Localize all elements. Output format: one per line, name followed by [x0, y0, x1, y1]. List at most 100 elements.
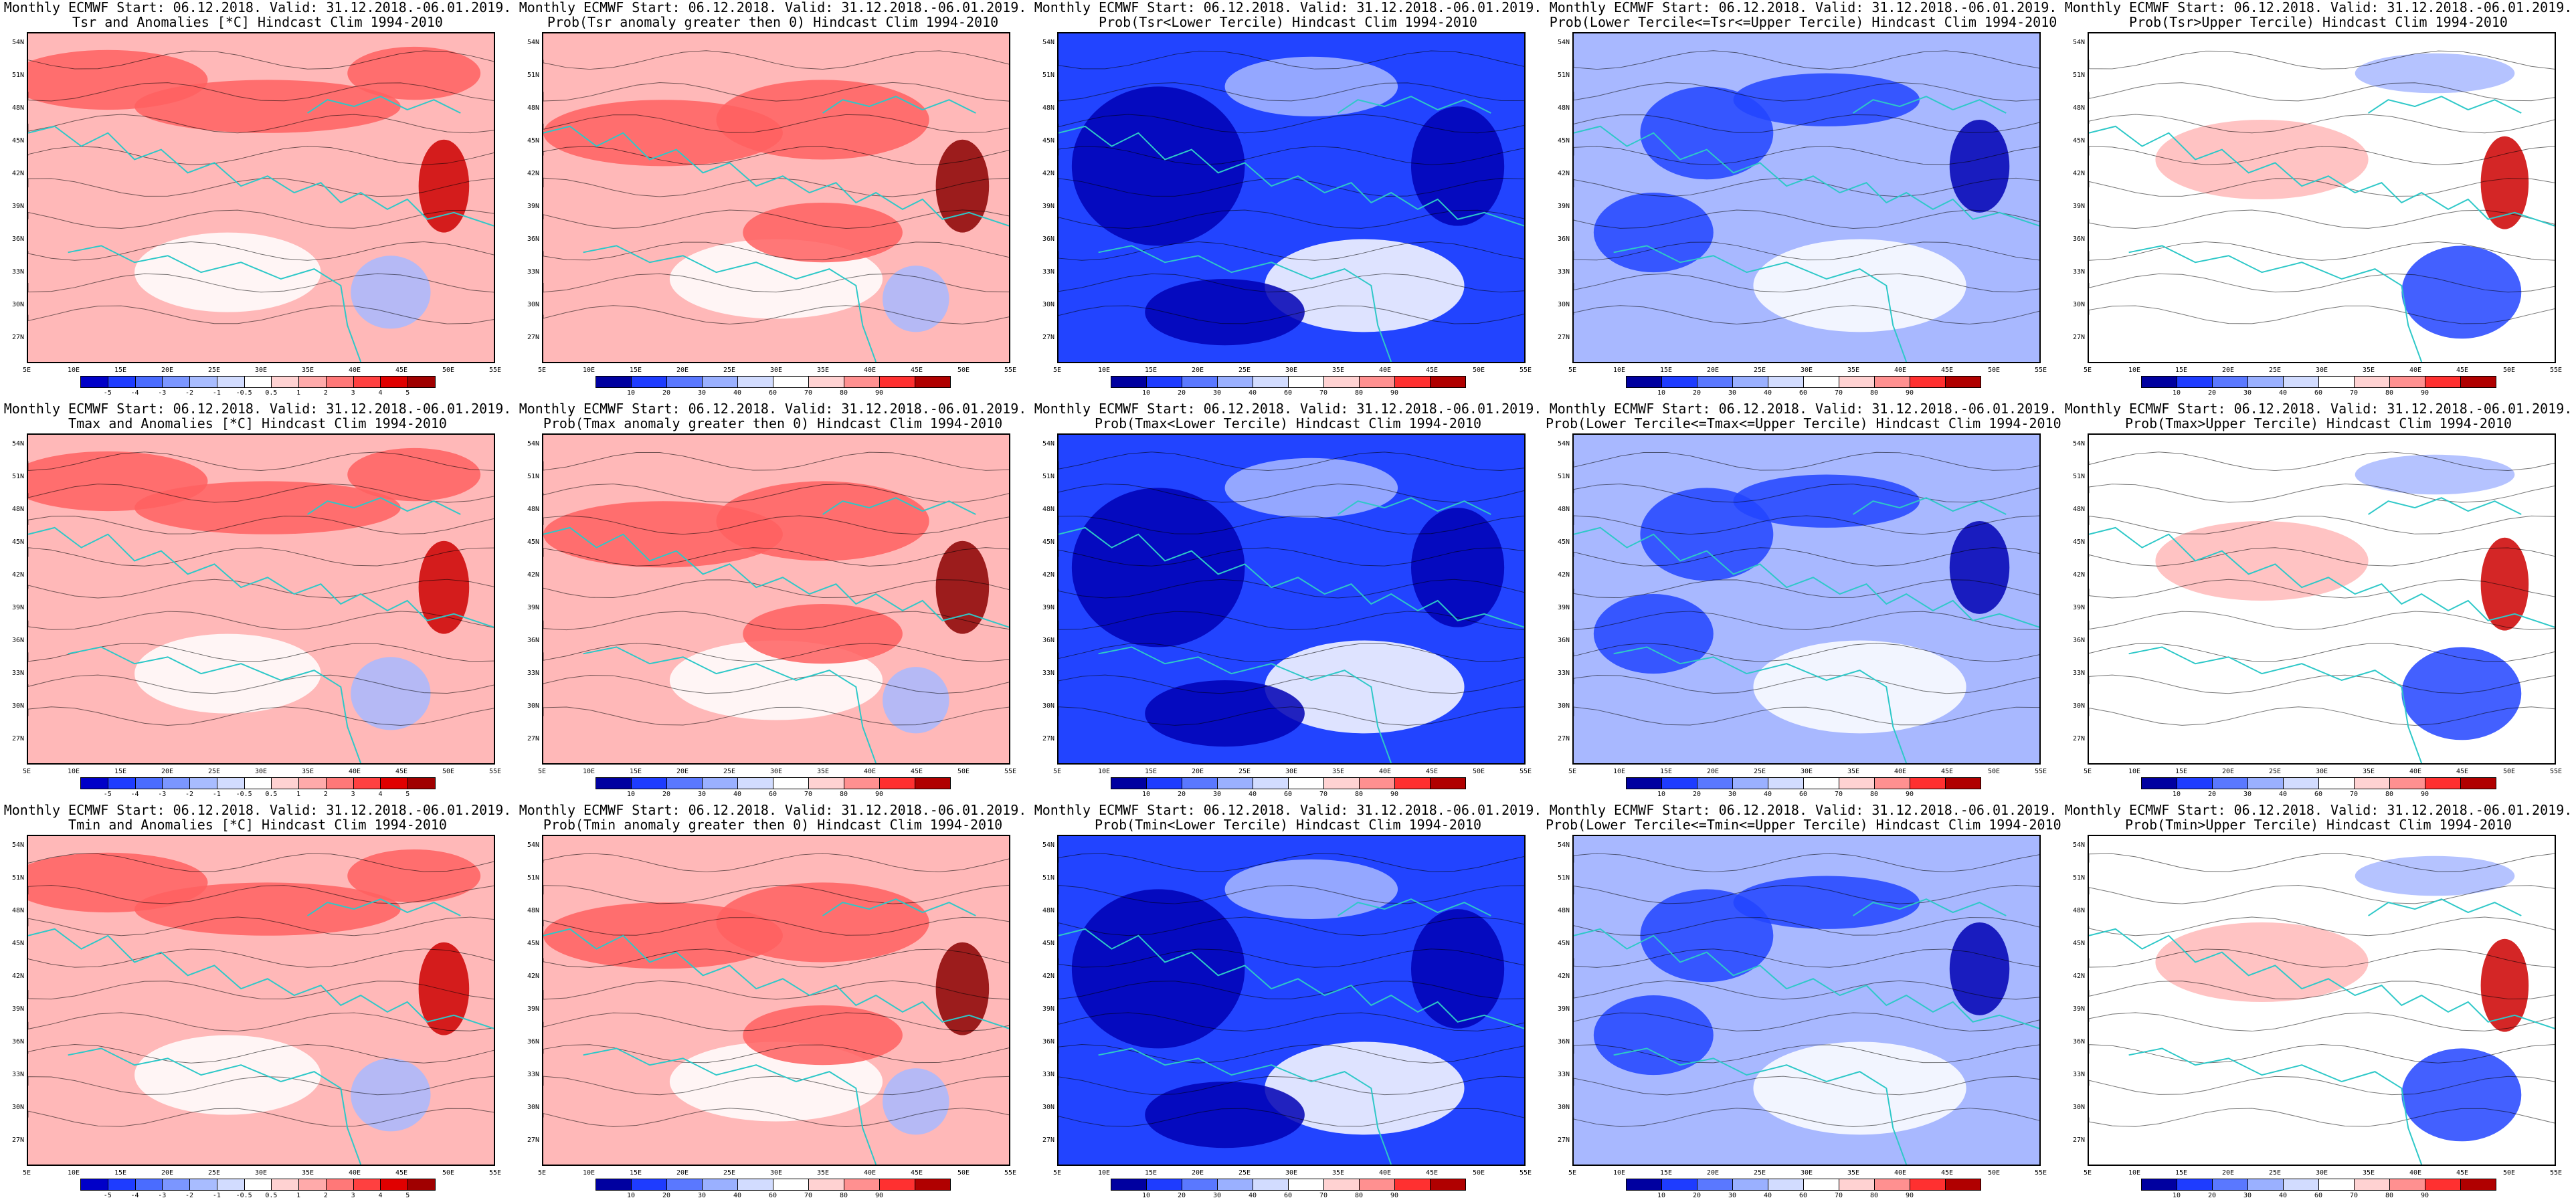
latitude-label: 45N — [1557, 538, 1570, 546]
latitude-label: 30N — [1557, 702, 1570, 710]
colorbar-tick-label: -5 — [103, 791, 112, 798]
colorbar-tick-label: 70 — [1319, 1192, 1328, 1199]
colorbar-tick-label: 20 — [662, 791, 671, 798]
colorbar-tick-label: -2 — [185, 389, 194, 397]
colorbar-tick-label: 80 — [2385, 389, 2394, 397]
latitude-label: 51N — [2072, 473, 2085, 480]
longitude-label: 15E — [629, 768, 642, 775]
longitude-label: 10E — [1613, 367, 1626, 374]
colorbar-tick-label: 4 — [378, 791, 383, 798]
colorbar-tick-label: 90 — [875, 1192, 884, 1199]
longitude-label: 25E — [1753, 367, 1766, 374]
forecast-map — [1057, 835, 1526, 1166]
colorbar-tick-label: 90 — [875, 791, 884, 798]
colorbar-tick-label: 10 — [1657, 791, 1666, 798]
longitude-label: 35E — [2362, 1169, 2375, 1177]
colorbar-swatch — [2141, 777, 2177, 789]
colorbar-tick-label: 1 — [296, 1192, 301, 1199]
colorbar-swatch — [844, 376, 880, 388]
colorbar-tick-label: 40 — [2278, 791, 2288, 798]
longitude-label: 50E — [1472, 768, 1485, 775]
map-field — [28, 435, 494, 763]
colorbar-swatch — [1146, 777, 1182, 789]
colorbar-tick-label: 30 — [1212, 791, 1222, 798]
latitude-label: 51N — [1557, 72, 1570, 79]
latitude-label: 51N — [2072, 874, 2085, 882]
colorbar-swatch — [1945, 777, 1981, 789]
latitude-label: 33N — [527, 268, 539, 276]
colorbar-tick-label: 60 — [768, 791, 777, 798]
longitude-label: 5E — [2083, 367, 2092, 374]
colorbar-swatch — [2425, 1179, 2461, 1191]
latitude-label: 42N — [1042, 170, 1054, 177]
latitude-label: 42N — [1042, 973, 1054, 980]
colorbar-tick-label: 90 — [1390, 389, 1399, 397]
colorbar-swatch — [2318, 1179, 2355, 1191]
panel-title-line1: Monthly ECMWF Start: 06.12.2018. Valid: … — [2064, 802, 2573, 818]
longitude-label: 25E — [723, 367, 736, 374]
panel-title-line2: Prob(Lower Tercile<=Tsr<=Upper Tercile) … — [1549, 14, 2057, 30]
longitude-label: 20E — [1191, 1169, 1204, 1177]
longitude-label: 40E — [348, 768, 361, 775]
colorbar-swatch — [134, 376, 163, 388]
longitude-label: 10E — [2128, 1169, 2141, 1177]
forecast-map — [2088, 32, 2556, 363]
latitude-label: 54N — [527, 39, 539, 46]
colorbar-tick-label: 40 — [733, 389, 742, 397]
longitude-label: 20E — [2221, 367, 2235, 374]
longitude-label: 20E — [2221, 768, 2235, 775]
latitude-label: 27N — [11, 1136, 24, 1144]
map-field — [28, 836, 494, 1165]
latitude-label: 54N — [1042, 440, 1054, 447]
colorbar-tick-label: 40 — [1763, 389, 1772, 397]
colorbar: -5 -4 -3 -2 -1 -0.5 0.5 1 2 3 4 5 — [80, 777, 436, 798]
longitude-label: 10E — [1097, 1169, 1111, 1177]
latitude-label: 54N — [2072, 440, 2085, 447]
latitude-label: 42N — [1042, 571, 1054, 579]
colorbar-tick-label: 30 — [1728, 1192, 1737, 1199]
colorbar-tick-label: 90 — [875, 389, 884, 397]
colorbar-swatch — [666, 376, 703, 388]
map-field — [543, 836, 1009, 1165]
latitude-label: 51N — [1042, 473, 1054, 480]
colorbar-tick-label: 20 — [1692, 791, 1701, 798]
map-panel: Monthly ECMWF Start: 06.12.2018. Valid: … — [1546, 401, 2061, 803]
colorbar-swatch — [1359, 376, 1395, 388]
latitude-label: 42N — [527, 973, 539, 980]
colorbar-tick-label: 80 — [1869, 1192, 1879, 1199]
colorbar-swatch — [244, 1179, 272, 1191]
latitude-label: 42N — [1557, 973, 1570, 980]
colorbar-swatch — [1661, 376, 1697, 388]
colorbar-swatch — [1430, 376, 1466, 388]
latitude-label: 27N — [1557, 735, 1570, 742]
longitude-label: 40E — [1378, 1169, 1392, 1177]
longitude-label: 55E — [2549, 367, 2563, 374]
latitude-label: 36N — [1557, 235, 1570, 243]
colorbar-tick-label: 30 — [2243, 389, 2252, 397]
colorbar-tick-label: 60 — [2314, 389, 2323, 397]
map-field — [543, 435, 1009, 763]
colorbar-tick-label: 30 — [2243, 791, 2252, 798]
map-panel: Monthly ECMWF Start: 06.12.2018. Valid: … — [515, 803, 1030, 1204]
colorbar-swatch — [2177, 1179, 2213, 1191]
longitude-label: 35E — [301, 768, 314, 775]
longitude-label: 40E — [2409, 768, 2422, 775]
latitude-label: 30N — [11, 1104, 24, 1111]
colorbar-swatch — [702, 1179, 738, 1191]
colorbar-swatch — [737, 777, 773, 789]
colorbar-swatch — [2460, 1179, 2496, 1191]
colorbar-swatch — [1394, 1179, 1431, 1191]
colorbar-tick-label: 20 — [2207, 389, 2217, 397]
colorbar: 10 20 30 40 60 70 80 90 — [1626, 777, 1981, 798]
latitude-label: 51N — [1042, 72, 1054, 79]
latitude-label: 39N — [11, 604, 24, 611]
colorbar-swatch — [2212, 777, 2248, 789]
longitude-label: 45E — [1425, 1169, 1439, 1177]
colorbar-tick-label: 60 — [1799, 389, 1808, 397]
latitude-label: 33N — [11, 1071, 24, 1078]
longitude-label: 10E — [582, 1169, 595, 1177]
latitude-label: 39N — [2072, 604, 2085, 611]
colorbar-swatch — [737, 376, 773, 388]
colorbar-swatch — [595, 1179, 632, 1191]
longitude-label: 15E — [2175, 768, 2188, 775]
